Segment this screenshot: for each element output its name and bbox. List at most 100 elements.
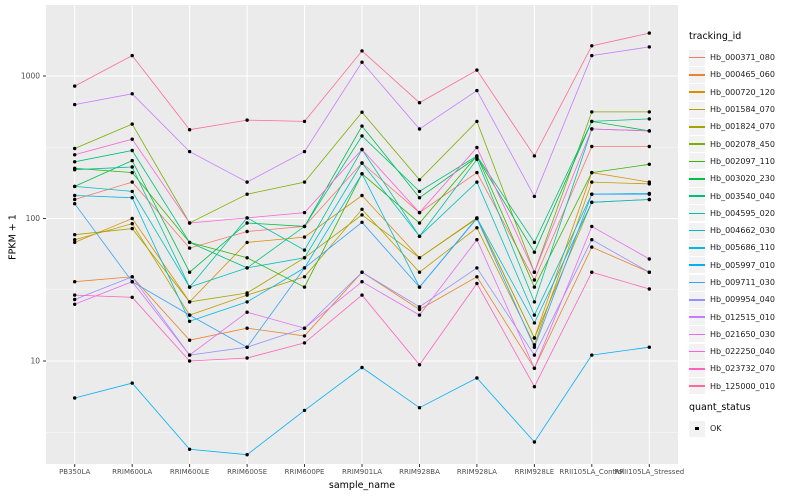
data-point — [187, 338, 192, 342]
legend-line-swatch — [689, 385, 705, 388]
data-point — [187, 246, 192, 250]
data-point — [245, 118, 249, 122]
data-point — [532, 278, 537, 282]
data-point — [532, 154, 537, 158]
legend-item: Hb_000465_060 — [689, 66, 775, 83]
data-point — [302, 248, 307, 252]
data-point — [73, 197, 77, 202]
legend-item-label: Hb_009711_030 — [710, 278, 775, 287]
data-point — [130, 165, 134, 169]
data-point — [73, 240, 77, 245]
data-point — [73, 184, 77, 189]
legend-line-swatch — [689, 108, 705, 111]
x-tick-label: RRII105LA_Control — [559, 468, 624, 476]
legend-item: Hb_023732_070 — [689, 360, 775, 377]
data-point — [417, 313, 422, 317]
data-point — [417, 285, 422, 289]
legend-tracking-items: Hb_000371_080 Hb_000465_060 Hb_000720_120 H… — [689, 49, 775, 395]
data-point — [417, 221, 422, 225]
data-point — [417, 234, 422, 238]
data-point — [647, 144, 651, 149]
legend-item-label: Hb_005686_110 — [710, 243, 775, 253]
legend-item-label: Hb_004662_030 — [710, 226, 775, 236]
data-point — [245, 326, 249, 330]
data-point — [130, 216, 134, 221]
data-point — [187, 221, 192, 225]
data-point — [302, 275, 307, 279]
data-point — [130, 222, 134, 226]
data-point — [73, 193, 77, 198]
data-point — [302, 334, 307, 338]
legend-item-label: Hb_000371_080 — [710, 53, 775, 63]
data-point — [302, 341, 307, 345]
legend-item: Hb_005686_110 — [689, 239, 775, 256]
legend-item: Hb_004662_030 — [689, 222, 775, 239]
data-point — [187, 128, 192, 132]
legend-line-swatch — [689, 229, 705, 232]
data-point — [130, 295, 134, 299]
data-point — [417, 406, 422, 410]
data-point — [475, 266, 479, 270]
data-point — [590, 180, 594, 184]
data-point — [130, 381, 134, 385]
data-point — [73, 297, 77, 302]
data-point — [417, 270, 422, 274]
x-tick-label: RRIM600LA — [112, 468, 152, 476]
data-point — [417, 256, 422, 260]
data-point — [475, 170, 479, 175]
data-point — [417, 196, 422, 200]
legend-key — [689, 101, 705, 118]
data-point — [360, 220, 364, 224]
legend-line-swatch — [689, 160, 705, 163]
legend-item-label: Hb_003020_230 — [710, 174, 775, 184]
data-point — [360, 60, 364, 64]
data-point — [130, 170, 134, 175]
data-point — [647, 197, 651, 202]
data-point — [590, 192, 594, 196]
data-point — [245, 453, 249, 457]
data-point — [417, 210, 422, 215]
data-point — [475, 216, 479, 221]
data-point — [647, 31, 651, 35]
data-point — [187, 285, 192, 289]
legend-item: Hb_125000_010 — [689, 378, 775, 395]
data-point — [73, 153, 77, 157]
legend-line-swatch — [689, 247, 705, 249]
legend-item-label: Hb_021650_030 — [710, 329, 775, 339]
data-point — [302, 285, 307, 289]
legend-key — [689, 118, 705, 135]
legend-line-swatch — [689, 333, 705, 336]
data-point — [130, 148, 134, 153]
data-point — [475, 281, 479, 286]
data-point — [187, 240, 192, 245]
data-point — [532, 313, 537, 317]
legend-item: Hb_001584_070 — [689, 101, 775, 118]
data-point — [302, 119, 307, 124]
legend-key — [689, 291, 705, 308]
data-point — [647, 270, 651, 274]
data-point — [590, 238, 594, 242]
data-point — [245, 229, 249, 234]
data-point — [647, 45, 651, 49]
data-point — [590, 353, 594, 357]
data-point — [590, 53, 594, 58]
data-point — [130, 280, 134, 284]
data-point — [302, 224, 307, 229]
data-point — [475, 119, 479, 124]
legend-line-swatch — [689, 143, 705, 145]
legend-key — [689, 343, 705, 360]
data-point — [590, 270, 594, 274]
legend-line-swatch — [689, 316, 705, 318]
legend-key — [689, 326, 705, 343]
legend-key — [689, 420, 705, 437]
legend-line-swatch — [689, 368, 705, 370]
legend-item-label: Hb_005997_010 — [710, 260, 775, 270]
data-point — [73, 238, 77, 242]
data-point — [360, 213, 364, 217]
x-tick-label: RRIM928LA — [457, 468, 497, 476]
x-tick-label: PB350LA — [59, 468, 90, 476]
data-point — [417, 127, 422, 131]
legend-tracking-id: tracking_id Hb_000371_080 Hb_000465_060 Hb… — [689, 31, 775, 395]
data-point — [360, 124, 364, 128]
